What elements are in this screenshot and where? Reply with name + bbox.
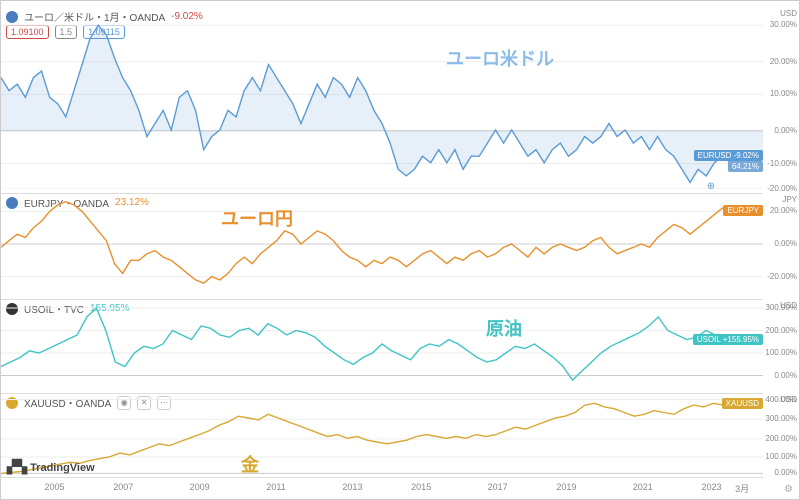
y-axis: USD30.00%20.00%10.00%0.00%-10.00%-20.00%	[763, 7, 799, 189]
y-tick-label: -10.00%	[767, 159, 797, 168]
y-tick-label: 100.00%	[765, 348, 797, 357]
series-line	[1, 202, 763, 284]
panel-xauusd: XAUUSD・OANDA◉✕⋯	[1, 393, 763, 475]
y-tick-label: 30.00%	[770, 20, 797, 29]
y-tick-label: -20.00%	[767, 272, 797, 281]
x-tick: 2019	[556, 482, 576, 492]
chart-plot[interactable]	[1, 299, 763, 389]
y-tick-label: 0.00%	[774, 468, 797, 477]
y-tick-label: 200.00%	[765, 434, 797, 443]
panel-usoil: USOIL・TVC155.95%	[1, 299, 763, 389]
price-badge: USOIL +155.95%	[693, 334, 763, 345]
panel-eurusd: ユーロ／米ドル・1月・OANDA-9.02%1.091001.51.09115	[1, 7, 763, 189]
x-tick: 2017	[488, 482, 508, 492]
y-tick-label: 300.00%	[765, 414, 797, 423]
chart-container: ユーロ／米ドル・1月・OANDA-9.02%1.091001.51.09115 U…	[0, 0, 800, 500]
annotation-label: ユーロ米ドル	[446, 45, 554, 71]
price-badge: XAUUSD	[722, 398, 763, 409]
y-tick-label: 100.00%	[765, 452, 797, 461]
x-tick: 2011	[266, 482, 285, 492]
y-tick-label: 0.00%	[774, 239, 797, 248]
price-badge: EURUSD -9.02%	[694, 150, 763, 161]
chart-plot[interactable]	[1, 7, 763, 189]
unit-label: JPY	[782, 195, 797, 204]
y-tick-label: 400.00%	[765, 395, 797, 404]
y-tick-label: 200.00%	[765, 326, 797, 335]
y-tick-label: 0.00%	[774, 126, 797, 135]
y-axis: JPY 20.00% 0.00% -20.00%	[763, 193, 799, 295]
x-tick: 3月	[735, 482, 749, 495]
series-line	[1, 401, 763, 474]
x-tick: 2009	[190, 482, 210, 492]
x-tick: 2021	[633, 482, 653, 492]
series-line	[1, 308, 763, 380]
settings-icon[interactable]: ⚙	[784, 484, 793, 495]
y-tick-label: 10.00%	[770, 89, 797, 98]
price-badge: EURJPY	[723, 205, 763, 216]
y-tick-label: 0.00%	[774, 371, 797, 380]
chart-plot[interactable]	[1, 193, 763, 295]
y-tick-label: 300.00%	[765, 303, 797, 312]
panel-eurjpy: EURJPY・OANDA23.12%	[1, 193, 763, 295]
price-badge-secondary: 64.21%	[728, 161, 763, 172]
x-tick: 2023	[702, 482, 722, 492]
tradingview-logo: ▞▚ TradingView	[7, 459, 95, 475]
annotation-label: 原油	[486, 315, 522, 341]
chart-plot[interactable]	[1, 393, 763, 475]
x-axis: 2005 2007 2009 2011 2013 2015 2017 2019 2021 2023…	[1, 477, 763, 499]
crosshair-icon[interactable]: ⊕	[707, 181, 715, 192]
x-tick: 2007	[113, 482, 133, 492]
y-tick-label: 20.00%	[770, 57, 797, 66]
annotation-label: 金	[241, 451, 259, 477]
unit-label: USD	[780, 9, 797, 18]
x-tick: 2005	[44, 482, 64, 492]
y-axis: USD400.00%300.00%200.00%100.00%0.00%	[763, 393, 799, 475]
y-axis: USD300.00%200.00%100.00%0.00%	[763, 299, 799, 389]
x-tick: 2013	[342, 482, 362, 492]
y-tick-label: -20.00%	[767, 184, 797, 193]
annotation-label: ユーロ円	[221, 205, 293, 231]
x-tick: 2015	[411, 482, 431, 492]
y-tick-label: 20.00%	[770, 206, 797, 215]
